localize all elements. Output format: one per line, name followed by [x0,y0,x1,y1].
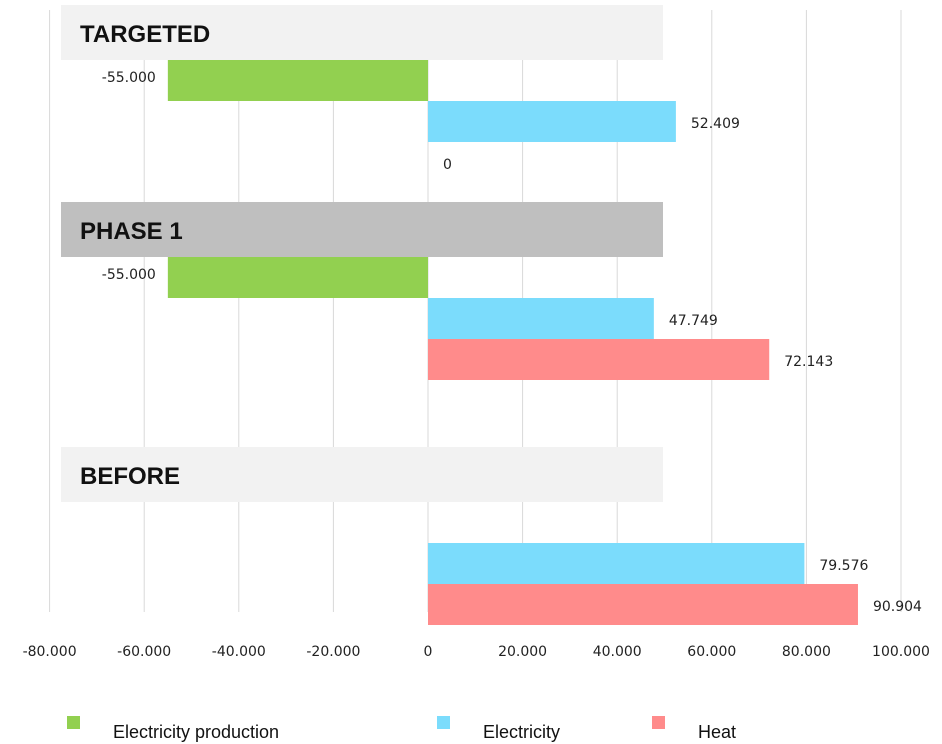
bar-electricity [428,298,654,339]
x-tick-label: -20.000 [306,644,360,660]
x-tick-label: 40.000 [593,644,642,660]
x-tick-label: 80.000 [782,644,831,660]
data-labels: -55.000 52.409 0 -55.000 47.749 72.143 79.576 9… [102,70,922,615]
x-tick-label: 0 [424,644,433,660]
group-label-targeted: TARGETED [80,21,210,48]
data-label: 79.576 [819,558,868,574]
bar-electricity [428,101,676,142]
legend-label: Electricity production [113,722,279,742]
group-label-box [61,202,663,257]
group-labels: TARGETED PHASE 1 BEFORE [61,5,663,502]
data-label: 52.409 [691,116,740,132]
x-tick-label: -40.000 [212,644,266,660]
bars [167,60,858,625]
x-tick-label: 100.000 [872,644,930,660]
bar-electricity-production [167,60,428,101]
x-axis-tick-labels: -80.000 -60.000 -40.000 -20.000 0 20.000 40.00… [23,644,930,660]
legend-swatch [437,716,450,729]
x-tick-label: 20.000 [498,644,547,660]
bar-heat [428,584,858,625]
legend-label: Heat [698,722,736,742]
x-tick-label: -80.000 [23,644,77,660]
legend: Electricity production Electricity Heat [67,716,736,742]
data-label: 0 [443,157,452,173]
x-tick-label: 60.000 [687,644,736,660]
bar-electricity-production [167,257,428,298]
group-label-before: BEFORE [80,463,180,490]
legend-swatch [652,716,665,729]
group-label-phase-1: PHASE 1 [80,218,183,245]
group-label-box [61,447,663,502]
legend-label: Electricity [483,722,560,742]
bar-electricity [428,543,805,584]
data-label: -55.000 [102,267,156,283]
data-label: -55.000 [102,70,156,86]
bar-heat [428,339,770,380]
data-label: 72.143 [784,354,833,370]
group-label-box [61,5,663,60]
data-label: 90.904 [873,599,922,615]
x-tick-label: -60.000 [117,644,171,660]
data-label: 47.749 [669,313,718,329]
legend-swatch [67,716,80,729]
